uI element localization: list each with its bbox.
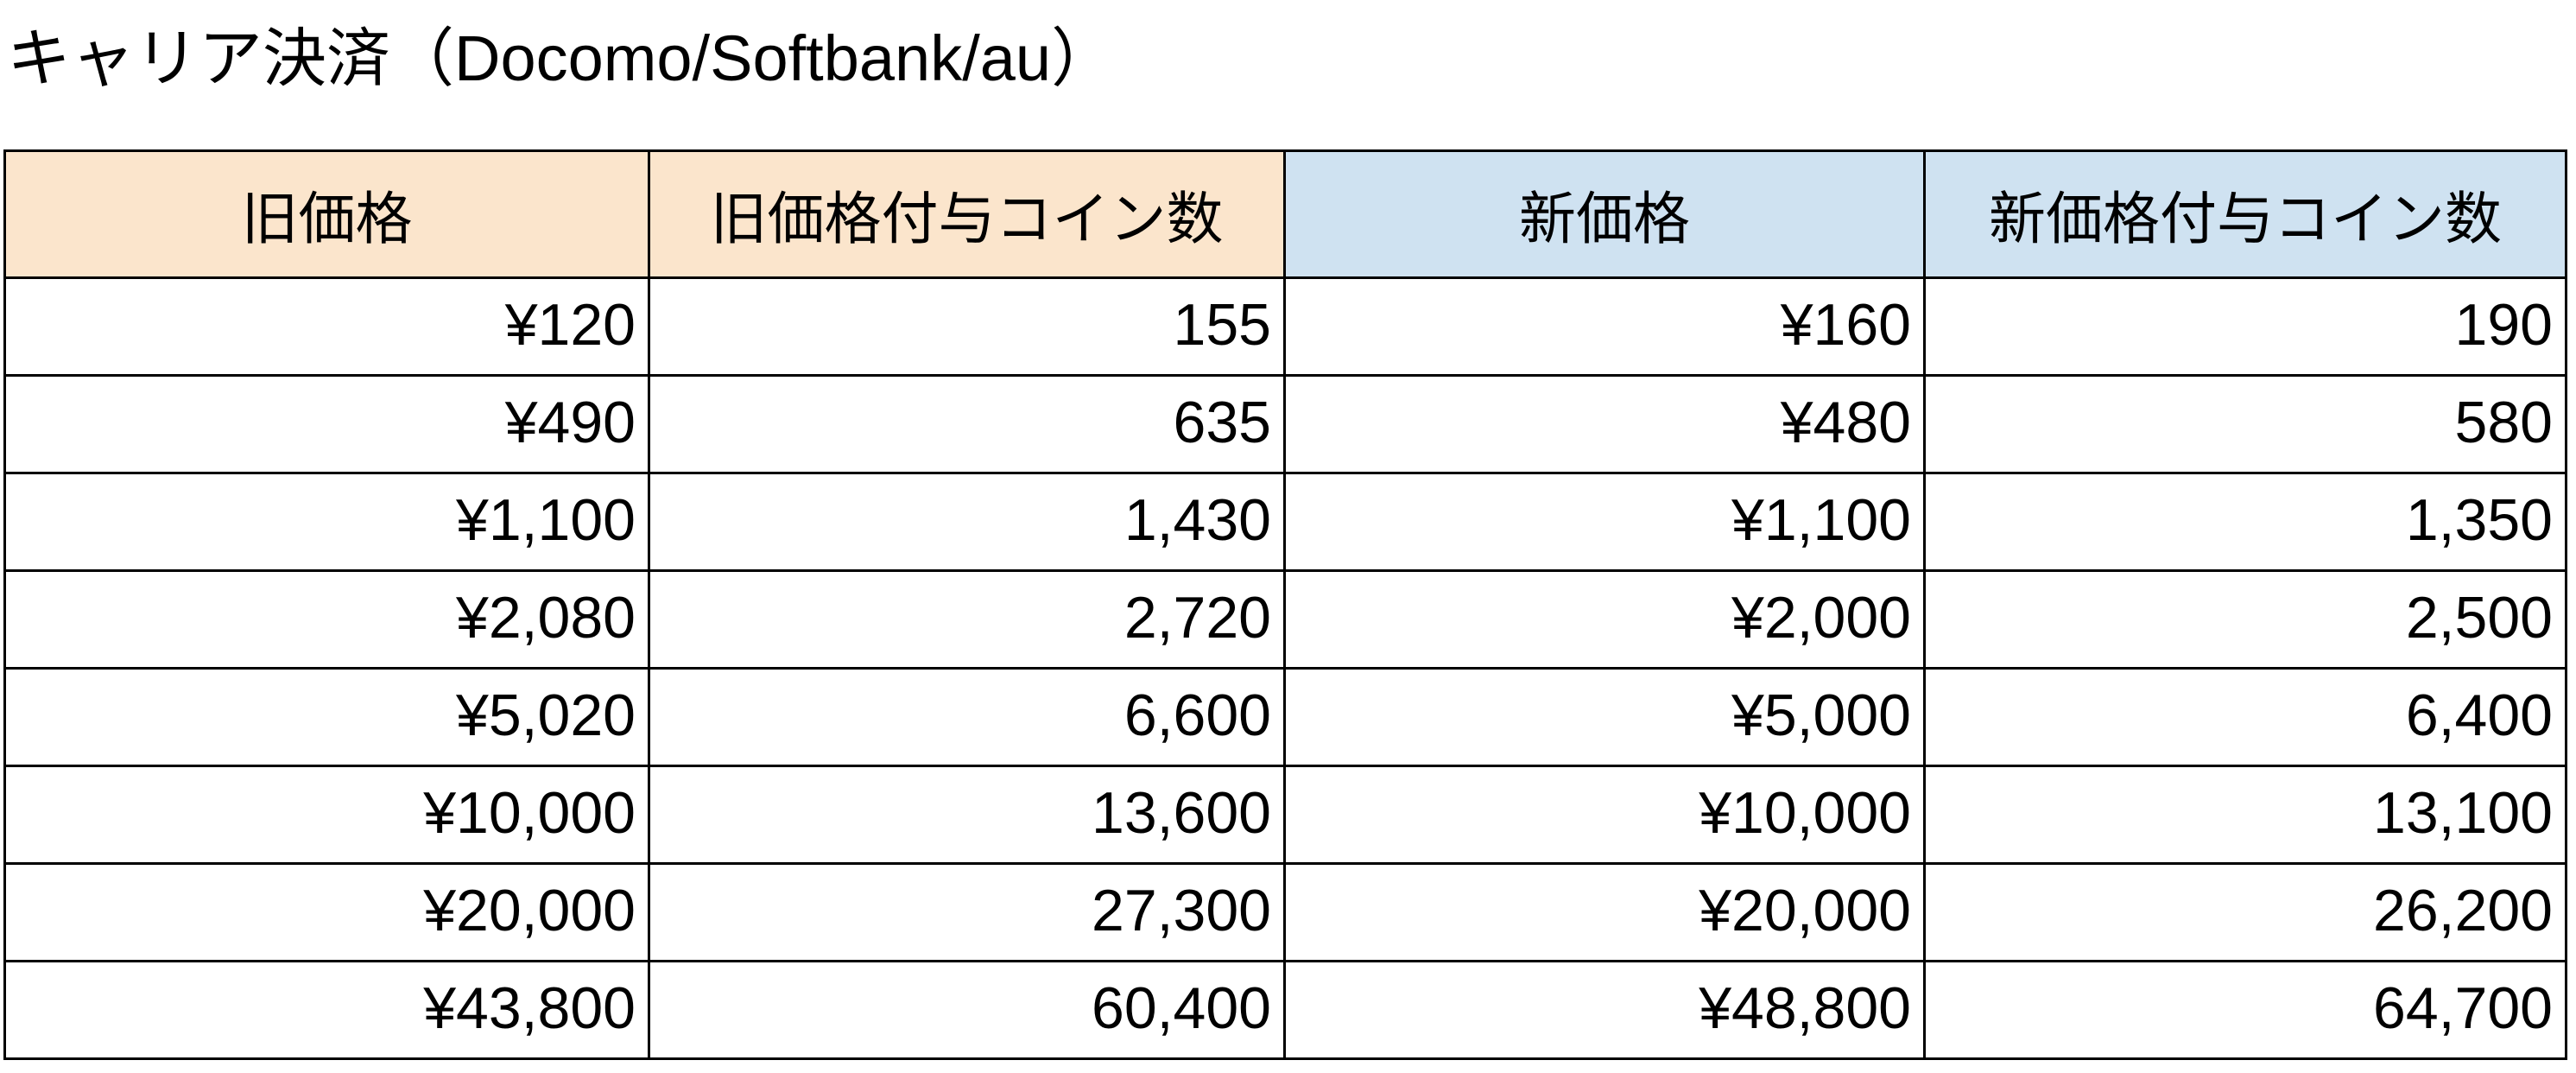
table-cell-new-coins: 26,200 <box>1923 862 2567 962</box>
table-cell-new-coins: 580 <box>1923 374 2567 474</box>
table-row: ¥20,000 27,300 ¥20,000 26,200 <box>3 862 2567 962</box>
column-header-old-coins: 旧価格付与コイン数 <box>648 149 1286 279</box>
table-row: ¥1,100 1,430 ¥1,100 1,350 <box>3 472 2567 572</box>
table-cell-new-coins: 6,400 <box>1923 667 2567 767</box>
table-cell-new-coins: 190 <box>1923 276 2567 377</box>
table-cell-old-price: ¥490 <box>3 374 650 474</box>
table-cell-new-price: ¥5,000 <box>1283 667 1926 767</box>
table-row: ¥120 155 ¥160 190 <box>3 276 2567 377</box>
table-cell-old-coins: 27,300 <box>648 862 1286 962</box>
table-cell-old-coins: 13,600 <box>648 765 1286 865</box>
table-cell-old-price: ¥1,100 <box>3 472 650 572</box>
column-header-old-price: 旧価格 <box>3 149 650 279</box>
table-row: ¥490 635 ¥480 580 <box>3 374 2567 474</box>
table-cell-new-coins: 64,700 <box>1923 960 2567 1060</box>
table-cell-old-price: ¥10,000 <box>3 765 650 865</box>
table-row: ¥43,800 60,400 ¥48,800 64,700 <box>3 960 2567 1060</box>
table-cell-new-coins: 2,500 <box>1923 569 2567 670</box>
table-cell-old-price: ¥5,020 <box>3 667 650 767</box>
table-cell-new-price: ¥480 <box>1283 374 1926 474</box>
column-header-new-price: 新価格 <box>1283 149 1926 279</box>
table-cell-new-price: ¥48,800 <box>1283 960 1926 1060</box>
table-cell-old-price: ¥120 <box>3 276 650 377</box>
carrier-payment-price-table: 旧価格 旧価格付与コイン数 新価格 新価格付与コイン数 ¥120 155 ¥160 190 ¥… <box>3 149 2567 1060</box>
table-cell-old-coins: 6,600 <box>648 667 1286 767</box>
page-title: キャリア決済（Docomo/Softbank/au） <box>7 22 1116 94</box>
table-cell-new-price: ¥1,100 <box>1283 472 1926 572</box>
table-cell-old-coins: 155 <box>648 276 1286 377</box>
column-header-new-coins: 新価格付与コイン数 <box>1923 149 2567 279</box>
table-cell-old-coins: 635 <box>648 374 1286 474</box>
table-cell-new-coins: 1,350 <box>1923 472 2567 572</box>
table-row: ¥2,080 2,720 ¥2,000 2,500 <box>3 569 2567 670</box>
table-cell-old-coins: 1,430 <box>648 472 1286 572</box>
table-cell-new-coins: 13,100 <box>1923 765 2567 865</box>
table-cell-new-price: ¥10,000 <box>1283 765 1926 865</box>
table-row: ¥10,000 13,600 ¥10,000 13,100 <box>3 765 2567 865</box>
table-cell-old-price: ¥43,800 <box>3 960 650 1060</box>
table-cell-old-price: ¥20,000 <box>3 862 650 962</box>
table-row: ¥5,020 6,600 ¥5,000 6,400 <box>3 667 2567 767</box>
table-body: ¥120 155 ¥160 190 ¥490 635 ¥480 580 ¥1,100 1,430 ¥… <box>3 276 2567 1060</box>
table-cell-new-price: ¥160 <box>1283 276 1926 377</box>
header-row: 旧価格 旧価格付与コイン数 新価格 新価格付与コイン数 <box>3 149 2567 279</box>
table-cell-old-coins: 2,720 <box>648 569 1286 670</box>
table-cell-old-price: ¥2,080 <box>3 569 650 670</box>
table-cell-new-price: ¥2,000 <box>1283 569 1926 670</box>
table-cell-new-price: ¥20,000 <box>1283 862 1926 962</box>
table-cell-old-coins: 60,400 <box>648 960 1286 1060</box>
